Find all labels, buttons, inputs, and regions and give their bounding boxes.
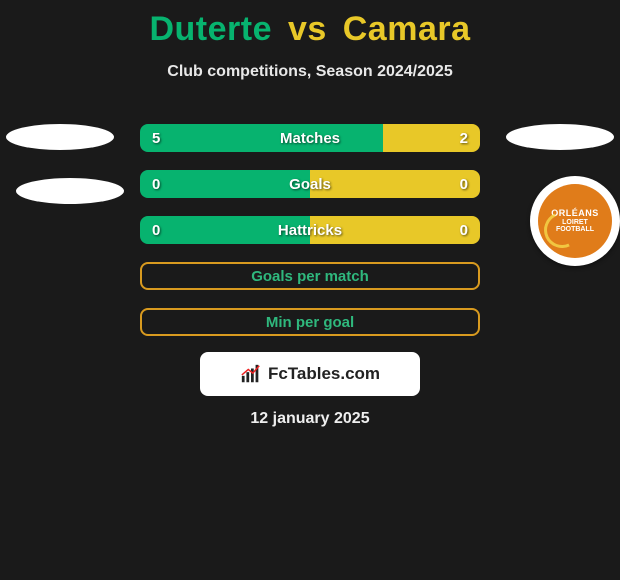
left-avatar-placeholder-1 xyxy=(6,124,114,150)
player1-name: Duterte xyxy=(149,10,272,48)
stat-label: Matches xyxy=(140,124,480,152)
stat-label: Goals xyxy=(140,170,480,198)
stat-bar: 52Matches xyxy=(140,124,480,152)
player2-name: Camara xyxy=(343,10,471,48)
title-vs: vs xyxy=(288,10,327,48)
stat-label: Min per goal xyxy=(142,310,478,334)
date-text: 12 january 2025 xyxy=(0,410,620,428)
stat-bar: 00Goals xyxy=(140,170,480,198)
stat-bar: Goals per match xyxy=(140,262,480,290)
left-club-placeholder xyxy=(16,178,124,204)
brand-text: FcTables.com xyxy=(268,364,380,384)
title: Duterte vs Camara xyxy=(0,0,620,49)
brand-card: FcTables.com xyxy=(200,352,420,396)
right-club-badge: ORLÉANS LOIRET FOOTBALL xyxy=(530,176,620,266)
right-avatar-placeholder-1 xyxy=(506,124,614,150)
bar-chart-icon xyxy=(240,363,262,385)
stat-bar: Min per goal xyxy=(140,308,480,336)
stat-bar: 00Hattricks xyxy=(140,216,480,244)
club-badge-inner: ORLÉANS LOIRET FOOTBALL xyxy=(538,184,612,258)
subtitle: Club competitions, Season 2024/2025 xyxy=(0,63,620,81)
comparison-infographic: Duterte vs Camara Club competitions, Sea… xyxy=(0,0,620,580)
stat-label: Goals per match xyxy=(142,264,478,288)
stat-bars: 52Matches 00Goals 00Hattricks Goals per mat… xyxy=(140,124,480,354)
stat-label: Hattricks xyxy=(140,216,480,244)
